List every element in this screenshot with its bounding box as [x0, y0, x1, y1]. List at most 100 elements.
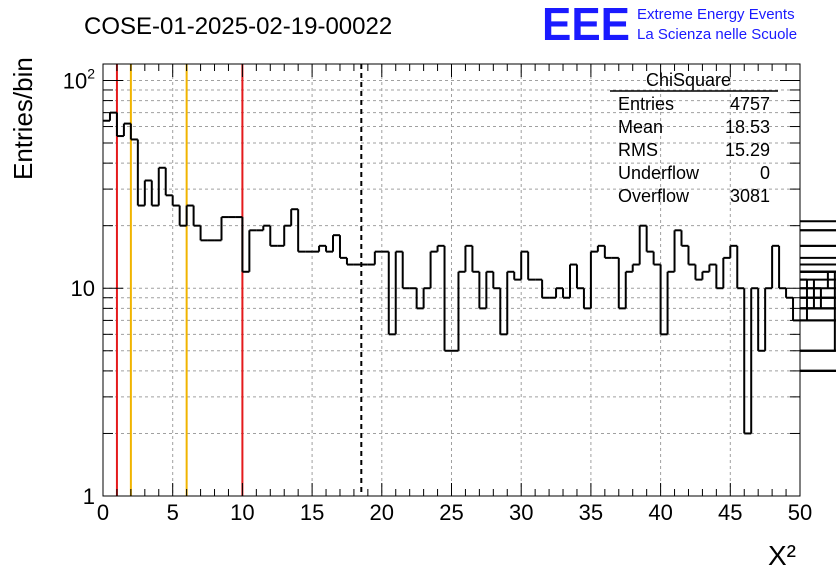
stats-row-value: 4757	[730, 94, 770, 114]
histogram-bin	[800, 220, 836, 223]
histogram-bin	[624, 270, 633, 309]
x-tick-label: 40	[648, 500, 672, 525]
eee-logo-mark: EEE	[542, 0, 630, 50]
histogram-bin	[115, 112, 124, 138]
histogram-bin	[478, 271, 487, 310]
histogram-bin	[283, 224, 292, 246]
histogram-bin	[332, 234, 340, 252]
histogram-bin	[582, 288, 591, 310]
x-tick-label: 20	[370, 500, 394, 525]
y-tick-labels: 1 10 102	[63, 65, 95, 509]
histogram-bin	[638, 224, 647, 265]
x-axis-title: X²	[768, 540, 796, 571]
y-axis-title: Entries/bin	[8, 57, 38, 180]
x-tick-label: 25	[439, 500, 463, 525]
histogram-bin	[800, 270, 836, 273]
histogram-bin	[157, 166, 166, 206]
histogram-bin	[415, 288, 424, 310]
histogram-bin	[736, 245, 745, 290]
x-tick-label: 50	[788, 500, 812, 525]
x-tick-label: 0	[97, 500, 109, 525]
histogram-bin	[757, 288, 766, 352]
histogram-bin	[499, 288, 508, 336]
histogram-bin	[575, 264, 584, 290]
x-tick-label: 10	[230, 500, 254, 525]
histogram-bin	[136, 139, 145, 207]
histogram-bin	[192, 205, 201, 227]
histogram-bin	[800, 278, 836, 281]
histogram-bin	[178, 205, 187, 227]
histogram-bin	[171, 195, 180, 207]
reference-lines	[115, 64, 363, 496]
histogram-bin	[715, 264, 724, 290]
chart-title: COSE-01-2025-02-19-00022	[84, 13, 392, 40]
histogram-bin	[290, 208, 299, 226]
histogram-bin	[436, 244, 445, 252]
histogram-bin	[729, 244, 738, 258]
histogram-bin	[764, 287, 773, 351]
stats-row-value: 3081	[730, 186, 770, 206]
histogram-bin	[185, 204, 194, 226]
histogram-bin	[659, 264, 668, 336]
histogram-bin	[492, 271, 501, 290]
histogram-bin	[241, 217, 250, 273]
histogram-bin	[401, 251, 410, 290]
histogram-bin	[800, 270, 836, 273]
histogram-bin	[513, 271, 522, 281]
histogram-bin	[792, 297, 800, 322]
histogram-bin	[555, 287, 564, 298]
histogram-bin	[800, 229, 836, 232]
eee-logo: EEE Extreme Energy Events La Scienza nel…	[542, 0, 797, 50]
histogram-bin	[673, 229, 682, 272]
histogram-bin	[687, 245, 696, 266]
histogram-bin	[596, 244, 605, 252]
histogram-bin	[800, 369, 836, 372]
histogram-bin	[750, 287, 759, 434]
histogram-series	[103, 111, 836, 435]
histogram-bin	[800, 244, 836, 247]
eee-logo-line2: La Scienza nelle Scuole	[637, 26, 797, 43]
stats-row-label: Overflow	[618, 186, 690, 206]
stats-row: Entries 4757	[618, 94, 770, 114]
stats-row-value: 15.29	[725, 140, 770, 160]
histogram-bin	[373, 250, 382, 265]
histogram-bin	[199, 225, 208, 242]
histogram-bin	[785, 288, 794, 299]
histogram-bin	[701, 270, 710, 280]
histogram-bin	[771, 244, 780, 289]
histogram-bin	[743, 288, 752, 435]
histogram-bin	[617, 257, 626, 310]
histogram-bin	[394, 250, 403, 335]
histogram-bin	[568, 263, 577, 298]
stats-row: Underflow 0	[618, 163, 770, 183]
stats-box: ChiSquare Entries 4757 Mean 18.53 RMS 15.29 Un…	[610, 70, 778, 206]
histogram-bin	[527, 251, 536, 281]
histogram-bin	[800, 296, 836, 299]
histogram-bin	[269, 225, 278, 247]
stats-title: ChiSquare	[646, 70, 731, 90]
stats-row: Mean 18.53	[618, 117, 770, 137]
histogram-bin	[800, 349, 836, 352]
histogram-bin	[262, 224, 271, 231]
axis-ticks	[102, 64, 801, 497]
histogram-bin	[422, 287, 431, 309]
histogram-bin	[429, 250, 438, 289]
histogram-bin	[800, 307, 836, 310]
histogram-bin	[708, 263, 717, 272]
histogram-bin	[800, 256, 836, 259]
stats-row-label: Mean	[618, 117, 663, 137]
histogram-bin	[562, 288, 570, 299]
histogram-bin	[506, 270, 515, 335]
x-tick-label: 5	[167, 500, 179, 525]
stats-row-value: 18.53	[725, 117, 770, 137]
histogram-bin	[471, 245, 480, 273]
histogram-bin	[589, 250, 598, 309]
histogram-bin	[457, 270, 466, 351]
histogram-bin	[800, 278, 808, 321]
histogram-bin	[800, 271, 836, 352]
histogram-bin	[603, 245, 612, 259]
histogram-bin	[122, 122, 131, 137]
histogram-bin	[541, 279, 550, 299]
histogram-bin	[800, 287, 836, 290]
